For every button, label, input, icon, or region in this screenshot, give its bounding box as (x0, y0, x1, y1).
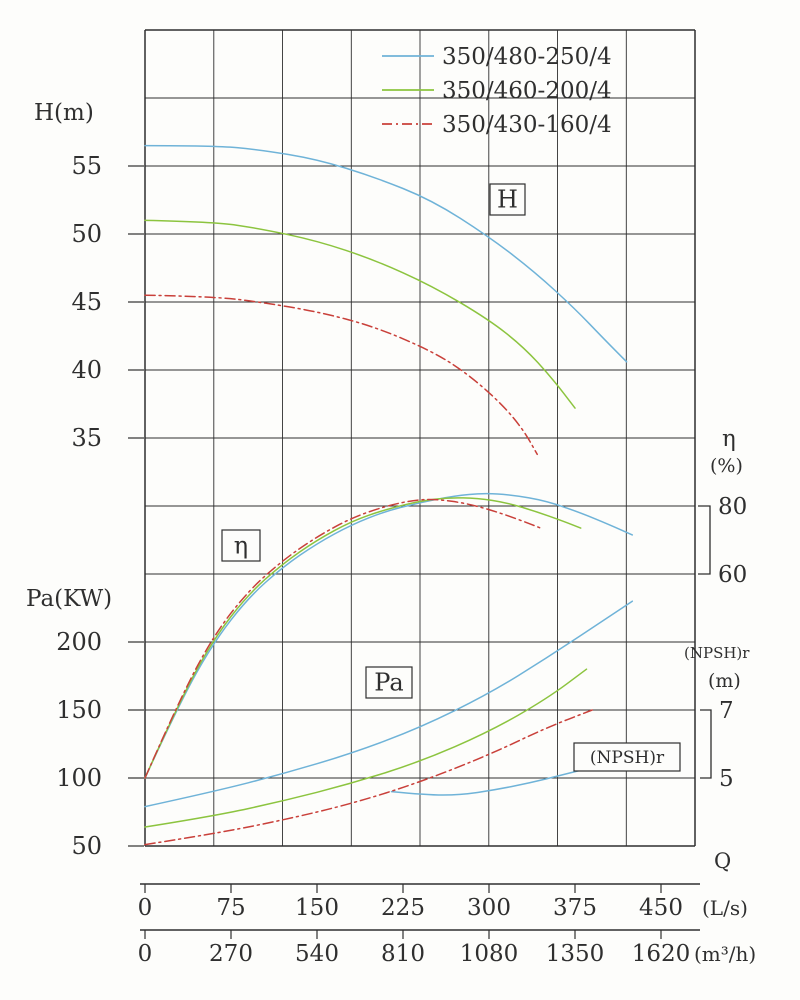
svg-text:60: 60 (718, 562, 747, 588)
npsh-bracket (700, 709, 712, 779)
svg-text:(%): (%) (710, 455, 743, 477)
svg-text:η: η (234, 532, 248, 560)
x-tick-0-4: 300 (467, 895, 511, 921)
x-scales: Q 0 75 150 225 300 375 450 (L/s) 0 270 540 810 1080 13… (138, 849, 757, 967)
x-tick-1-0: 0 (138, 941, 153, 967)
curve-Pa-series-0 (144, 600, 634, 808)
curve-H-series-2 (144, 294, 538, 456)
eta-bracket (698, 505, 711, 575)
svg-text:(NPSH)r: (NPSH)r (590, 748, 665, 768)
x-tick-1-5: 1350 (546, 941, 605, 967)
curve-H-series-1 (144, 219, 576, 409)
label-box-NPSHr (573, 742, 681, 772)
grid (144, 29, 696, 847)
svg-text:100: 100 (56, 764, 102, 792)
x-unit-0: (L/s) (702, 896, 748, 920)
curve-eta-series-2 (144, 498, 542, 779)
curve-Pa-series-2 (144, 709, 593, 846)
svg-text:45: 45 (71, 288, 102, 316)
eta-axis-label: η (722, 426, 736, 452)
x-tick-0-5: 375 (553, 895, 597, 921)
x-tick-1-2: 540 (295, 941, 339, 967)
right-axes: η (%) 80 60 (NPSH)r (m) 7 5 (684, 426, 750, 792)
curve-H-series-0 (144, 144, 628, 363)
svg-text:40: 40 (71, 356, 102, 384)
x-tick-0-6: 450 (639, 895, 683, 921)
x-tick-1-4: 1080 (460, 941, 519, 967)
curve-Pa-series-1 (144, 668, 588, 828)
svg-text:7: 7 (719, 698, 734, 724)
svg-text:200: 200 (56, 628, 102, 656)
svg-text:50: 50 (71, 832, 102, 860)
curve-eta-series-0 (144, 492, 634, 779)
x-tick-1-6: 1620 (632, 941, 691, 967)
svg-text:150: 150 (56, 696, 102, 724)
svg-text:Pa: Pa (374, 669, 403, 697)
x-tick-0-2: 150 (295, 895, 339, 921)
x-tick-1-1: 270 (209, 941, 253, 967)
npsh-axis-label: (NPSH)r (684, 644, 750, 662)
x-tick-0-0: 0 (138, 895, 153, 921)
label-box-eta (221, 529, 261, 562)
legend-label-1: 350/460-200/4 (442, 78, 612, 104)
x-tick-1-3: 810 (381, 941, 425, 967)
svg-text:50: 50 (71, 220, 102, 248)
svg-text:5: 5 (719, 766, 734, 792)
curve-label-boxes: Hη Pa (NPSH)r (221, 183, 681, 772)
x-quantity-label: Q (714, 849, 731, 873)
svg-text:(m): (m) (708, 670, 741, 692)
svg-text:80: 80 (718, 494, 747, 520)
label-box-Pa (365, 666, 413, 699)
axis-label-1: Pa(KW) (26, 586, 112, 612)
label-box-H (489, 183, 526, 216)
x-tick-0-1: 75 (216, 895, 245, 921)
svg-text:35: 35 (71, 424, 102, 452)
axis-label-0: H(m) (34, 100, 94, 126)
curves (144, 144, 639, 846)
curve-eta-series-1 (144, 497, 582, 779)
legend-label-2: 350/430-160/4 (442, 112, 612, 138)
svg-text:55: 55 (71, 152, 102, 180)
legend-label-0: 350/480-250/4 (442, 44, 612, 70)
legend: 350/480-250/4 350/460-200/4 350/430-160/4 (382, 44, 612, 138)
x-tick-0-3: 225 (381, 895, 425, 921)
x-unit-1: (m³/h) (694, 942, 756, 966)
left-axes: H(m) 55 50 45 40 35 Pa(KW) 200 150 100 50 (26, 100, 144, 860)
svg-text:H: H (497, 186, 518, 214)
